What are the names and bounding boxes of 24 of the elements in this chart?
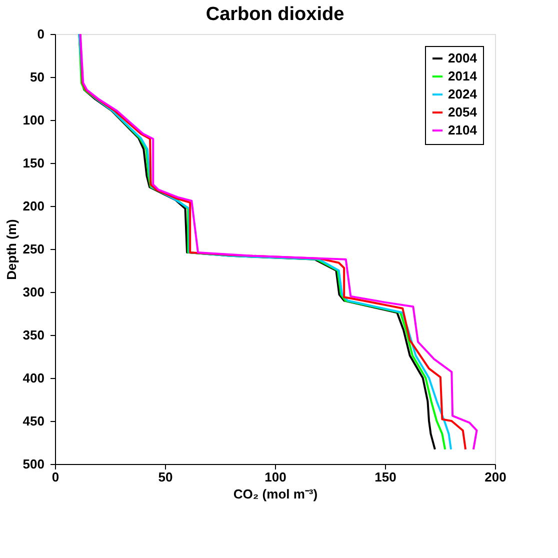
x-axis-title: CO₂ (mol m⁻³) (233, 486, 318, 502)
x-tick-label: 50 (158, 470, 173, 484)
legend-label: 2024 (448, 86, 478, 102)
y-tick-label: 500 (22, 456, 44, 472)
legend-label: 2014 (448, 68, 478, 84)
x-tick-label: 200 (484, 470, 506, 484)
y-tick-label: 200 (22, 198, 44, 214)
y-tick-label: 450 (22, 414, 44, 428)
chart-title: Carbon dioxide (206, 4, 344, 25)
x-tick-label: 100 (264, 470, 286, 484)
y-tick-label: 0 (37, 26, 44, 42)
y-tick-label: 350 (22, 328, 44, 342)
y-tick-label: 300 (22, 284, 44, 300)
x-tick-label: 0 (52, 470, 60, 484)
y-tick-label: 100 (22, 112, 44, 128)
x-tick-label: 150 (374, 470, 396, 484)
y-axis-title: Depth (m) (4, 219, 19, 280)
y-tick-label: 50 (30, 70, 44, 84)
legend-label: 2104 (448, 122, 478, 138)
y-tick-label: 250 (22, 242, 44, 256)
legend-label: 2004 (448, 50, 478, 66)
legend-label: 2054 (448, 104, 478, 120)
y-tick-label: 400 (22, 370, 44, 386)
y-tick-label: 150 (22, 156, 44, 170)
